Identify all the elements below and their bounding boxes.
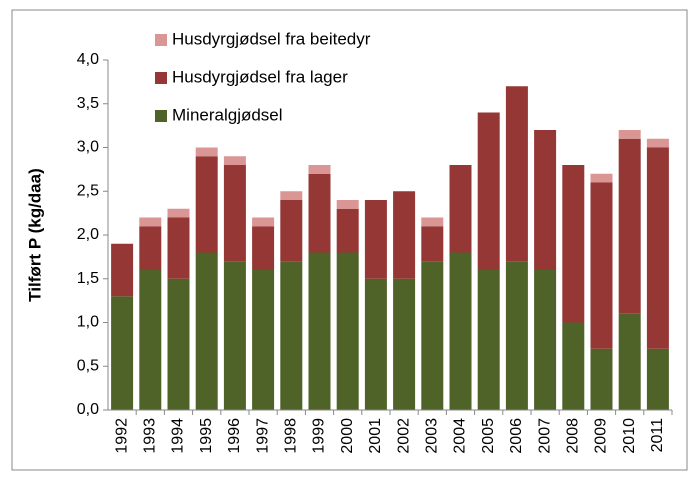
bar-segment xyxy=(477,112,500,270)
bar-segment xyxy=(336,208,359,253)
bar-segment xyxy=(505,86,528,262)
bar-segment xyxy=(308,165,331,174)
bar-segment xyxy=(223,165,246,262)
y-tick-label: 4,0 xyxy=(77,51,99,68)
x-tick-label: 2008 xyxy=(565,418,582,454)
bar-segment xyxy=(167,217,190,279)
bar-segment xyxy=(308,252,331,410)
y-tick-label: 1,0 xyxy=(77,314,99,331)
legend-label: Husdyrgjødsel fra lager xyxy=(172,67,348,86)
legend-swatch xyxy=(155,34,167,46)
y-tick-label: 3,5 xyxy=(77,95,99,112)
bar-segment xyxy=(449,252,472,410)
bar-segment xyxy=(139,226,162,270)
bar-segment xyxy=(618,313,641,410)
x-tick-label: 1995 xyxy=(198,418,215,454)
bar-segment xyxy=(252,270,275,410)
x-tick-label: 2003 xyxy=(424,418,441,454)
bar-segment xyxy=(195,147,218,157)
bar-segment xyxy=(477,270,500,410)
bar-segment xyxy=(167,208,190,218)
bar-segment xyxy=(111,296,134,410)
x-tick-label: 2001 xyxy=(367,418,384,454)
bar-segment xyxy=(139,217,162,227)
x-tick-label: 1993 xyxy=(142,418,159,454)
y-tick-label: 3,0 xyxy=(77,139,99,156)
bar-segment xyxy=(252,217,275,227)
x-tick-label: 1998 xyxy=(283,418,300,454)
bar-segment xyxy=(449,165,472,253)
legend-label: Husdyrgjødsel fra beitedyr xyxy=(172,29,371,48)
bar-segment xyxy=(111,243,134,297)
y-tick-label: 2,5 xyxy=(77,182,99,199)
bar-segment xyxy=(195,252,218,410)
x-tick-label: 1994 xyxy=(170,418,187,454)
bar-segment xyxy=(590,173,613,183)
bar-segment xyxy=(280,200,303,262)
bar-segment xyxy=(646,348,669,410)
x-tick-label: 2006 xyxy=(508,418,525,454)
x-tick-label: 2009 xyxy=(593,418,610,454)
y-tick-label: 0,0 xyxy=(77,401,99,418)
bar-segment xyxy=(195,156,218,253)
legend-swatch xyxy=(155,110,167,122)
x-tick-label: 2004 xyxy=(452,418,469,454)
bar-segment xyxy=(280,191,303,200)
bar-segment xyxy=(562,165,585,323)
x-tick-label: 2002 xyxy=(395,418,412,454)
bar-segment xyxy=(393,278,416,410)
bar-segment xyxy=(364,278,387,410)
bar-segment xyxy=(618,130,641,139)
bar-segment xyxy=(534,270,557,410)
x-tick-label: 2010 xyxy=(621,418,638,454)
bar-segment xyxy=(534,130,557,270)
y-tick-label: 1,5 xyxy=(77,270,99,287)
bar-segment xyxy=(223,156,246,165)
bar-segment xyxy=(646,138,669,148)
bar-segment xyxy=(393,191,416,279)
bar-segment xyxy=(167,278,190,410)
bar-segment xyxy=(421,261,444,410)
y-tick-label: 0,5 xyxy=(77,357,99,374)
x-tick-label: 2011 xyxy=(649,418,666,453)
x-tick-label: 1992 xyxy=(113,418,130,454)
x-tick-label: 1997 xyxy=(254,418,271,454)
bar-segment xyxy=(336,200,359,209)
y-tick-label: 2,0 xyxy=(77,226,99,243)
bar-segment xyxy=(590,348,613,410)
bar-segment xyxy=(421,217,444,227)
bar-segment xyxy=(421,226,444,262)
bar-segment xyxy=(280,261,303,410)
x-tick-label: 1996 xyxy=(226,418,243,454)
bar-segment xyxy=(590,182,613,349)
bar-segment xyxy=(223,261,246,410)
bar-segment xyxy=(646,147,669,349)
bar-segment xyxy=(252,226,275,270)
legend-label: Mineralgjødsel xyxy=(172,105,283,124)
bar-segment xyxy=(505,261,528,410)
x-tick-label: 1999 xyxy=(311,418,328,454)
x-tick-label: 2005 xyxy=(480,418,497,454)
x-tick-label: 2000 xyxy=(339,418,356,454)
bar-segment xyxy=(336,252,359,410)
y-axis-label: Tilført P (kg/daa) xyxy=(25,168,44,302)
bar-segment xyxy=(139,270,162,410)
bar-segment xyxy=(562,322,585,410)
bar-segment xyxy=(364,200,387,279)
x-tick-label: 2007 xyxy=(536,418,553,454)
bar-segment xyxy=(308,173,331,253)
legend-swatch xyxy=(155,72,167,84)
bar-segment xyxy=(618,138,641,314)
